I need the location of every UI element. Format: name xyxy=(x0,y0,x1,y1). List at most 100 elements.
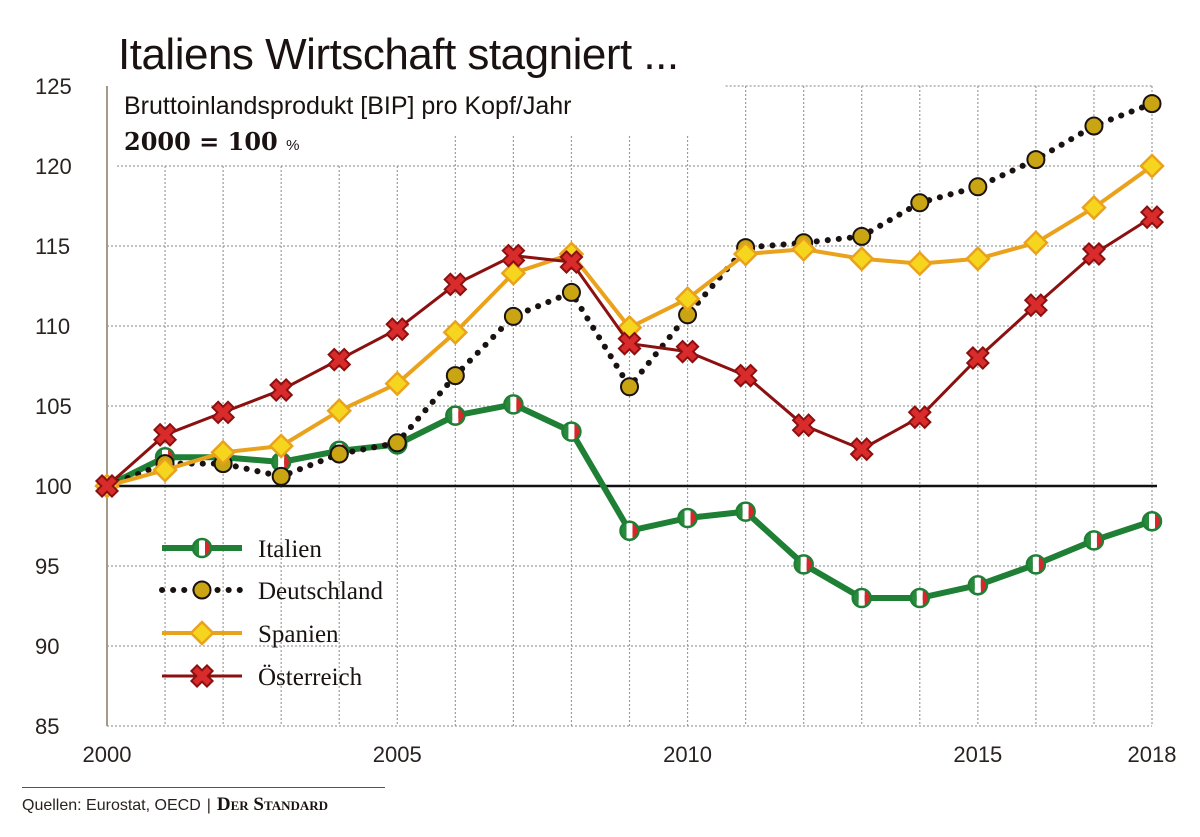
data-point-spanien xyxy=(1139,153,1165,179)
data-point-oesterreich xyxy=(733,363,758,388)
data-point-deutschland xyxy=(620,377,639,397)
data-point-deutschland xyxy=(271,466,291,486)
y-tick-label: 115 xyxy=(35,234,70,259)
series-group xyxy=(94,94,1165,609)
data-point-deutschland xyxy=(1084,116,1104,136)
data-point-oesterreich xyxy=(211,400,236,425)
data-point-italien xyxy=(561,421,582,442)
data-point-oesterreich xyxy=(1139,205,1165,230)
data-point-deutschland xyxy=(1142,94,1162,114)
y-tick-label: 95 xyxy=(35,554,59,579)
data-point-oesterreich xyxy=(153,422,178,447)
legend-item-italien: Italien xyxy=(162,536,322,563)
legend-marker-oesterreich xyxy=(189,663,215,689)
data-point-spanien xyxy=(210,439,236,466)
data-point-deutschland xyxy=(329,444,349,464)
footer-separator: | xyxy=(206,797,211,814)
x-tick-label: 2010 xyxy=(663,742,712,767)
data-point-italien xyxy=(677,507,698,529)
data-point-spanien xyxy=(1023,230,1049,256)
chart-subtitle: Bruttoinlandsprodukt [BIP] pro Kopf/Jahr xyxy=(124,92,572,120)
data-point-deutschland xyxy=(445,366,465,386)
y-tick-label: 100 xyxy=(35,474,72,499)
data-point-italien xyxy=(735,501,756,522)
data-point-italien xyxy=(1025,554,1047,575)
data-point-spanien xyxy=(965,246,991,272)
data-point-italien xyxy=(445,405,466,426)
data-point-spanien xyxy=(732,241,759,267)
chart-basis: 2000 = 100 % xyxy=(124,127,299,156)
legend-label-spanien: Spanien xyxy=(258,621,339,648)
footer-divider xyxy=(22,787,385,788)
data-point-italien xyxy=(1083,530,1105,551)
data-point-oesterreich xyxy=(443,272,468,297)
data-point-deutschland xyxy=(910,193,930,213)
data-point-oesterreich xyxy=(791,413,816,438)
data-point-spanien xyxy=(500,260,527,286)
data-point-oesterreich xyxy=(907,405,932,430)
x-tick-label: 2015 xyxy=(953,742,1002,767)
data-point-oesterreich xyxy=(1081,241,1106,267)
basis-unit: % xyxy=(286,137,300,154)
y-tick-label: 125 xyxy=(35,74,72,99)
data-point-oesterreich xyxy=(617,331,642,356)
data-point-spanien xyxy=(907,250,933,277)
x-tick-label: 2000 xyxy=(83,742,132,767)
data-point-deutschland xyxy=(852,226,872,246)
y-tick-label: 105 xyxy=(35,394,72,419)
data-point-italien xyxy=(793,554,814,575)
data-point-italien xyxy=(851,587,872,609)
data-point-italien xyxy=(503,394,524,415)
data-point-spanien xyxy=(384,370,411,397)
y-tick-label: 110 xyxy=(35,314,70,339)
y-tick-label: 90 xyxy=(35,634,59,659)
data-point-spanien xyxy=(152,457,178,483)
data-point-deutschland xyxy=(503,306,523,326)
data-point-oesterreich xyxy=(269,377,294,403)
data-point-oesterreich xyxy=(501,243,526,268)
basis-text: 2000 = 100 xyxy=(124,127,278,156)
x-tick-label: 2005 xyxy=(373,742,422,767)
brand-logo: Der Standard xyxy=(216,794,329,815)
x-tick-label: 2018 xyxy=(1128,742,1177,767)
data-point-italien xyxy=(909,587,931,609)
data-point-spanien xyxy=(1081,194,1107,221)
legend-item-oesterreich: Österreich xyxy=(162,663,363,691)
axes: 85 90 95 100 105 110 115 120 125 2000 2005 2010 2015… xyxy=(35,74,1176,767)
data-point-oesterreich xyxy=(965,345,990,371)
data-point-deutschland xyxy=(1026,150,1046,170)
legend-label-deutschland: Deutschland xyxy=(258,578,383,605)
sources-text: Quellen: Eurostat, OECD xyxy=(22,797,201,814)
data-point-oesterreich xyxy=(385,317,410,342)
legend: Italien Deutschland Spanien Österreich xyxy=(159,536,383,691)
data-point-oesterreich xyxy=(849,437,874,462)
data-point-deutschland xyxy=(387,433,407,453)
data-point-italien xyxy=(1141,510,1163,532)
data-point-spanien xyxy=(268,433,294,459)
data-point-deutschland xyxy=(561,282,581,302)
data-point-spanien xyxy=(790,236,817,262)
data-point-oesterreich xyxy=(1023,293,1048,318)
data-point-oesterreich xyxy=(327,347,352,372)
y-tick-label: 85 xyxy=(35,714,59,739)
data-point-spanien xyxy=(674,286,701,312)
series-oesterreich xyxy=(94,205,1165,499)
legend-item-spanien: Spanien xyxy=(162,620,339,648)
legend-label-italien: Italien xyxy=(258,536,322,563)
footer: Quellen: Eurostat, OECD | Der Standard xyxy=(22,794,328,816)
data-point-deutschland xyxy=(968,177,988,197)
data-point-spanien xyxy=(326,398,352,424)
legend-marker-italien xyxy=(191,537,213,559)
data-point-spanien xyxy=(848,246,875,272)
series-deutschland xyxy=(97,94,1162,496)
data-point-oesterreich xyxy=(675,339,700,364)
legend-marker-deutschland xyxy=(192,580,212,600)
legend-item-deutschland: Deutschland xyxy=(159,578,383,605)
data-point-italien xyxy=(967,574,989,596)
data-point-italien xyxy=(619,520,640,542)
data-point-oesterreich xyxy=(94,473,120,499)
legend-label-oesterreich: Österreich xyxy=(258,664,363,691)
data-point-spanien xyxy=(442,319,469,346)
data-point-oesterreich xyxy=(559,249,584,275)
